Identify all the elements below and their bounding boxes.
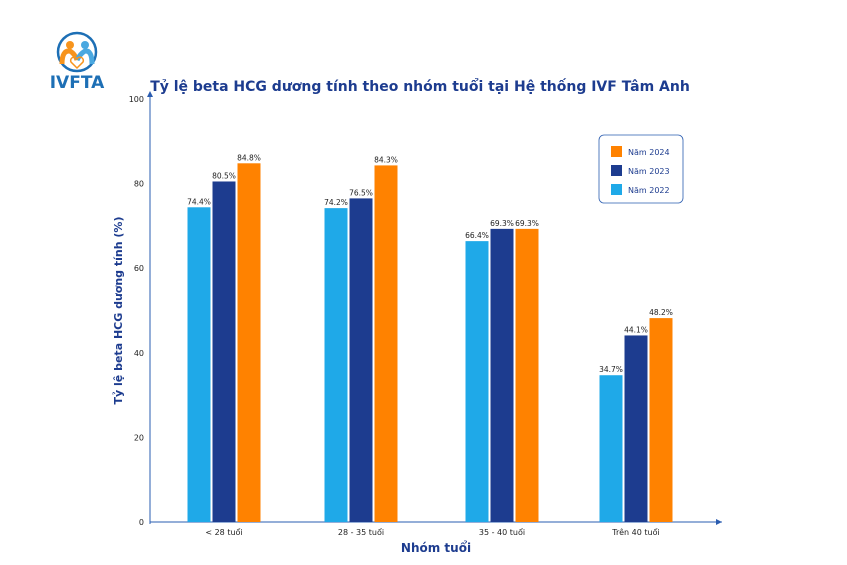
x-tick-label: 28 - 35 tuổi [338,527,384,537]
data-label: 84.3% [374,155,398,164]
x-tick-label: < 28 tuổi [205,527,242,537]
legend-label: Năm 2022 [628,186,670,195]
data-label: 74.4% [187,197,211,206]
data-label: 84.8% [237,153,261,162]
x-tick-label: 35 - 40 tuổi [479,527,525,537]
data-label: 48.2% [649,308,673,317]
ivfta-logo: IVFTA [50,31,105,93]
y-tick-label: 80 [134,180,144,189]
x-axis-arrow [716,519,722,525]
y-axis-arrow [147,91,153,97]
y-axis-label: Tỷ lệ beta HCG dương tính (%) [112,217,125,405]
bar-năm-2022 [324,208,348,522]
bar-năm-2024 [237,163,261,522]
y-tick-label: 60 [134,264,144,273]
data-label: 69.3% [490,219,514,228]
bar-năm-2024 [515,228,539,522]
bar-năm-2022 [187,207,211,522]
legend-label: Năm 2024 [628,148,670,157]
x-tick-label: Trên 40 tuổi [611,527,659,537]
bar-năm-2023 [212,181,236,523]
y-tick-label: 40 [134,349,144,358]
logo-text: IVFTA [50,73,105,93]
data-label: 34.7% [599,365,623,374]
bar-năm-2023 [490,228,514,522]
bar-năm-2024 [374,165,398,522]
legend-swatch [611,146,622,157]
bar-năm-2023 [349,198,373,522]
legend-swatch [611,184,622,195]
data-label: 44.1% [624,325,648,334]
legend-label: Năm 2023 [628,167,670,176]
data-label: 80.5% [212,171,236,180]
y-tick-label: 100 [129,95,144,104]
bar-năm-2022 [599,375,623,522]
y-tick-label: 0 [139,518,144,527]
chart-title: Tỷ lệ beta HCG dương tính theo nhóm tuổi… [150,78,690,95]
data-label: 69.3% [515,219,539,228]
data-label: 76.5% [349,188,373,197]
bar-năm-2022 [465,241,489,523]
bar-năm-2023 [624,335,648,522]
legend-swatch [611,165,622,176]
y-tick-label: 20 [134,433,144,442]
data-label: 66.4% [465,231,489,240]
bar-năm-2024 [649,318,673,522]
x-axis-label: Nhóm tuổi [401,540,471,555]
data-label: 74.2% [324,198,348,207]
